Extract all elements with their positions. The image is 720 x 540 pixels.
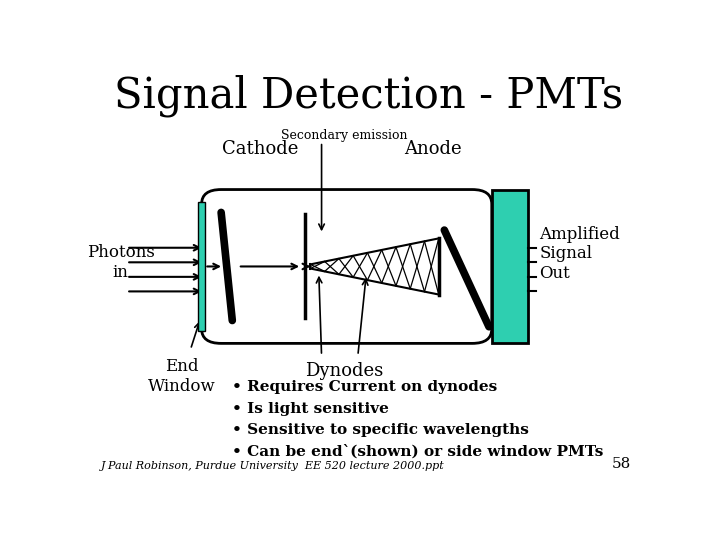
Text: Anode: Anode: [405, 140, 462, 158]
Text: J Paul Robinson, Purdue University  EE 520 lecture 2000.ppt: J Paul Robinson, Purdue University EE 52…: [101, 462, 445, 471]
Text: • Can be end`(shown) or side window PMTs: • Can be end`(shown) or side window PMTs: [233, 445, 603, 459]
FancyBboxPatch shape: [202, 190, 492, 343]
Text: Amplified
Signal
Out: Amplified Signal Out: [539, 226, 620, 282]
Bar: [198, 202, 205, 331]
Text: • Is light sensitive: • Is light sensitive: [233, 402, 390, 416]
Text: Photons
in: Photons in: [86, 244, 155, 281]
Text: • Sensitive to specific wavelengths: • Sensitive to specific wavelengths: [233, 423, 529, 437]
Text: End
Window: End Window: [148, 358, 216, 395]
Bar: [492, 190, 528, 343]
Text: 58: 58: [612, 457, 631, 471]
Text: • Requires Current on dynodes: • Requires Current on dynodes: [233, 380, 498, 394]
Text: Signal Detection - PMTs: Signal Detection - PMTs: [114, 75, 624, 117]
Text: Secondary emission: Secondary emission: [281, 129, 407, 141]
Text: Dynodes: Dynodes: [305, 362, 383, 380]
Text: Cathode: Cathode: [222, 140, 298, 158]
